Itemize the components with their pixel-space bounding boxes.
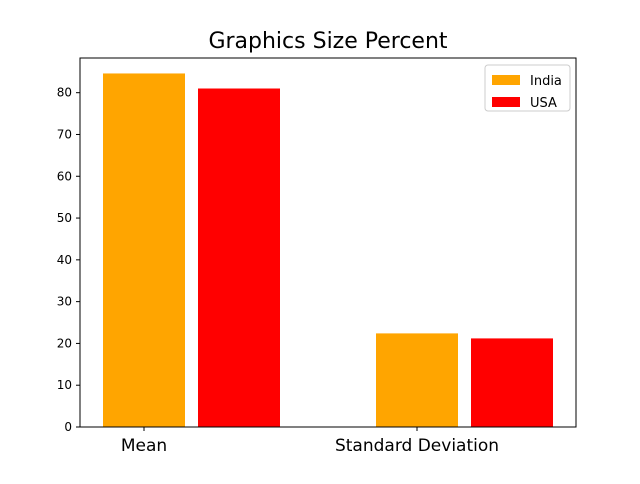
legend: India USA: [484, 64, 571, 112]
bar-usa-1: [471, 338, 553, 427]
y-tick-label: 40: [57, 253, 72, 267]
chart-title: Graphics Size Percent: [208, 29, 447, 54]
y-tick-label: 50: [57, 211, 72, 225]
y-tick-label: 0: [64, 420, 72, 434]
y-tick-label: 30: [57, 295, 72, 309]
legend-label: USA: [530, 96, 557, 111]
x-category-label: Mean: [121, 436, 167, 456]
bar-india-1: [376, 333, 458, 427]
y-tick-label: 70: [57, 127, 72, 141]
plot-frame: [79, 57, 577, 428]
bar-usa-0: [198, 88, 280, 427]
legend-label: India: [530, 74, 562, 89]
y-tick-label: 10: [57, 378, 72, 392]
bar-india-0: [103, 73, 185, 427]
y-tick-label: 80: [57, 86, 72, 100]
x-category-label: Standard Deviation: [335, 436, 499, 456]
y-tick-label: 20: [57, 336, 72, 350]
x-axis: Mean Standard Deviation: [121, 427, 499, 456]
y-tick-label: 60: [57, 169, 72, 183]
legend-swatch: [492, 75, 520, 85]
bars: [103, 73, 553, 427]
y-axis: 0 10 20 30 40 50 60 70 80: [57, 86, 80, 434]
legend-swatch: [492, 97, 520, 107]
